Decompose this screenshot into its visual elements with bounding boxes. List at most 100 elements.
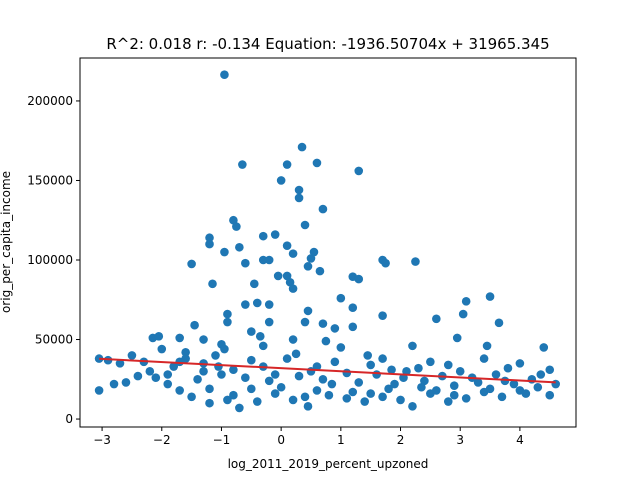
data-point [294, 185, 304, 195]
x-tick-label: −2 [153, 433, 171, 447]
data-point [241, 300, 250, 309]
data-point [255, 332, 265, 341]
data-point [241, 258, 250, 268]
data-point [154, 332, 164, 341]
data-point [181, 347, 190, 357]
data-point [318, 204, 328, 214]
data-point [497, 392, 507, 402]
data-point [223, 309, 232, 319]
data-point [229, 390, 238, 400]
data-point [449, 390, 459, 400]
y-tick-label: 0 [65, 412, 73, 426]
data-point [315, 266, 325, 276]
data-point [276, 382, 286, 392]
data-point [473, 378, 483, 387]
data-point [327, 379, 337, 389]
data-point [321, 336, 331, 346]
data-point [336, 293, 346, 303]
data-point [491, 370, 501, 379]
data-point [414, 363, 423, 373]
data-point [270, 389, 280, 398]
x-tick-label: 4 [516, 433, 524, 447]
data-point [312, 362, 322, 371]
data-point [163, 379, 173, 389]
data-point [157, 344, 167, 354]
data-point [312, 158, 322, 168]
data-point [220, 247, 229, 257]
data-point [318, 374, 328, 384]
data-point [94, 386, 104, 395]
data-point [247, 327, 256, 336]
x-axis: −3 −2 −1 0 1 2 3 4 [93, 427, 524, 447]
data-point [458, 309, 468, 319]
data-point [264, 255, 274, 265]
data-point [426, 357, 435, 367]
data-point [360, 397, 370, 406]
data-point [235, 403, 244, 413]
data-point [443, 360, 453, 370]
plot-frame [79, 57, 577, 428]
data-point [190, 320, 199, 330]
data-point [461, 297, 471, 306]
data-point [449, 381, 459, 390]
data-point [223, 317, 232, 327]
data-point [545, 390, 555, 400]
data-point [348, 303, 358, 313]
data-point [521, 389, 531, 398]
data-point [503, 363, 513, 373]
data-point [220, 344, 229, 354]
data-point [482, 341, 492, 351]
data-point [297, 142, 307, 152]
x-tick-label: −3 [93, 433, 111, 447]
data-point [264, 317, 274, 327]
data-point [443, 397, 453, 406]
data-point [324, 390, 334, 400]
data-point [452, 333, 462, 343]
data-point [276, 176, 286, 185]
data-point [330, 324, 340, 333]
data-point [366, 360, 375, 370]
data-point [115, 359, 125, 368]
data-point [247, 384, 256, 394]
y-axis: 0 50000 100000 150000 200000 [27, 94, 80, 426]
data-point [536, 370, 546, 379]
data-point [300, 220, 310, 230]
x-tick-label: 3 [456, 433, 464, 447]
data-point [127, 351, 137, 360]
data-point [485, 384, 495, 394]
data-point [220, 70, 229, 79]
data-point [252, 397, 262, 406]
data-point [175, 386, 184, 395]
x-tick-label: 0 [277, 433, 285, 447]
x-tick-label: −1 [213, 433, 231, 447]
data-point [193, 374, 202, 384]
data-point [533, 382, 543, 392]
data-point [258, 341, 268, 351]
data-point [354, 274, 364, 284]
data-point [303, 402, 313, 411]
data-point [384, 384, 393, 394]
data-point [205, 398, 214, 408]
data-point [408, 341, 417, 351]
y-tick-label: 200000 [27, 94, 73, 108]
data-point [208, 279, 217, 289]
regression-layer [99, 357, 556, 384]
data-point [205, 233, 214, 243]
y-tick-label: 100000 [27, 253, 73, 267]
data-point [312, 386, 322, 395]
data-point [223, 395, 232, 405]
data-point [273, 271, 283, 281]
data-point [291, 349, 301, 359]
data-point [372, 370, 381, 379]
data-point [285, 277, 295, 287]
x-tick-label: 1 [337, 433, 345, 447]
data-point [264, 376, 274, 386]
data-point [133, 371, 143, 381]
data-point [288, 249, 298, 258]
data-point [494, 318, 504, 328]
data-point [306, 254, 316, 263]
data-point [294, 193, 304, 203]
data-point [387, 365, 396, 375]
